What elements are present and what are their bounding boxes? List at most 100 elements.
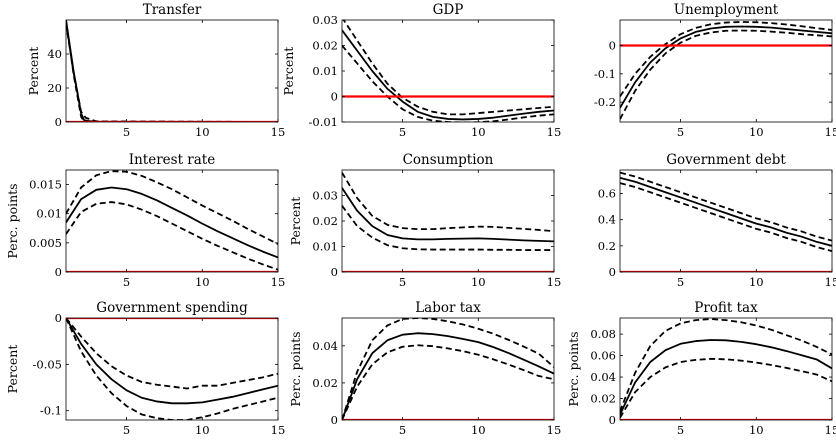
y-tick-label: 0.03	[312, 13, 338, 27]
subplot: 5 10 15 0 0.02 0.04 Labor tax Perc. points	[288, 300, 561, 437]
x-tick-label: 15	[271, 423, 286, 437]
subplot-title: GDP	[433, 2, 464, 18]
y-tick-label: 0.02	[312, 39, 338, 53]
plot-area	[620, 171, 832, 272]
y-tick-label: 40	[47, 47, 62, 61]
plot-area	[342, 318, 554, 420]
x-tick-label: 10	[195, 125, 210, 139]
axes-box	[65, 169, 279, 273]
y-tick-label: 0.02	[590, 392, 616, 406]
y-axis-label: Percent	[288, 197, 303, 246]
x-tick-label: 15	[825, 125, 836, 139]
x-tick-label: 5	[123, 423, 130, 437]
y-tick-label: 0	[609, 39, 616, 53]
x-tick-label: 5	[123, 125, 130, 139]
x-tick-label: 10	[195, 423, 210, 437]
confidence-band-line	[66, 23, 278, 122]
confidence-band-line	[66, 318, 278, 420]
confidence-band-line	[66, 170, 278, 245]
y-tick-label: 0	[55, 265, 62, 279]
y-tick-label: 0.01	[312, 64, 338, 78]
y-tick-label: 0.2	[598, 239, 616, 253]
y-tick-label: -0.05	[33, 357, 63, 371]
confidence-band-line	[620, 21, 832, 97]
subplot-title: Unemployment	[674, 2, 779, 18]
axes-box	[341, 19, 555, 123]
y-tick-label: 20	[47, 81, 62, 95]
subplot-title: Profit tax	[694, 300, 758, 316]
x-tick-label: 5	[677, 423, 684, 437]
plot-area	[342, 172, 554, 272]
y-tick-label: 0	[331, 90, 338, 104]
confidence-band-line	[620, 29, 832, 120]
axes-box	[341, 169, 555, 273]
confidence-band-line	[342, 172, 554, 233]
y-tick-label: 0.01	[36, 207, 62, 221]
confidence-band-line	[620, 318, 832, 412]
x-tick-label: 10	[471, 275, 486, 289]
axes-box	[341, 317, 555, 421]
confidence-band-line	[342, 44, 554, 122]
axes-box	[619, 169, 833, 273]
subplot-title: Government spending	[96, 300, 248, 316]
plot-area	[66, 318, 278, 420]
response-line	[66, 20, 278, 122]
confidence-band-line	[620, 171, 832, 242]
y-tick-label: 0	[609, 413, 616, 427]
x-tick-label: 10	[749, 275, 764, 289]
confidence-band-line	[66, 201, 278, 271]
plot-area	[620, 318, 832, 420]
y-tick-label: 0	[55, 311, 62, 325]
x-tick-label: 5	[399, 125, 406, 139]
x-tick-label: 15	[547, 125, 562, 139]
axes-box	[619, 317, 833, 421]
response-line	[620, 176, 832, 247]
y-tick-label: 0.03	[312, 189, 338, 203]
y-tick-label: 0.01	[312, 240, 338, 254]
subplot-title: Transfer	[143, 2, 202, 18]
confidence-band-line	[620, 357, 832, 419]
confidence-band-line	[342, 344, 554, 420]
plot-area	[620, 21, 832, 120]
x-tick-label: 5	[399, 423, 406, 437]
confidence-band-line	[342, 20, 554, 116]
x-tick-label: 15	[547, 423, 562, 437]
x-tick-label: 10	[749, 423, 764, 437]
y-axis-label: Percent	[5, 345, 20, 394]
y-tick-label: 0.04	[312, 339, 338, 353]
subplot-title: Labor tax	[415, 300, 481, 316]
y-tick-label: 0	[331, 265, 338, 279]
y-tick-label: 0	[55, 115, 62, 129]
y-tick-label: 0.015	[29, 178, 62, 192]
y-axis-label: Perc. points	[566, 331, 581, 406]
y-tick-label: 0.005	[29, 236, 62, 250]
response-line	[66, 318, 278, 405]
response-line	[342, 29, 554, 121]
y-tick-label: 0.02	[312, 214, 338, 228]
y-tick-label: -0.2	[594, 95, 616, 109]
y-tick-label: -0.1	[594, 67, 616, 81]
subplot: 5 10 15 0 0.02 0.04 0.06 0.08 Profit tax Perc. po…	[566, 300, 836, 437]
x-tick-label: 5	[677, 125, 684, 139]
subplot-title: Government debt	[666, 152, 786, 168]
x-tick-label: 15	[825, 423, 836, 437]
y-axis-label: Perc. points	[288, 331, 303, 406]
y-tick-label: 0	[331, 413, 338, 427]
y-tick-label: 0.06	[590, 349, 616, 363]
y-tick-label: 0.04	[590, 370, 616, 384]
confidence-band-line	[342, 318, 554, 420]
confidence-band-line	[66, 318, 278, 390]
y-tick-label: 0	[609, 265, 616, 279]
y-axis-label: Percent	[281, 47, 296, 96]
x-tick-label: 15	[547, 275, 562, 289]
x-tick-label: 5	[123, 275, 130, 289]
plot-area	[66, 170, 278, 272]
y-tick-label: -0.1	[40, 404, 62, 418]
subplot: 5 10 15 -0.2 -0.1 0 Unemployment	[594, 2, 836, 139]
subplot: 5 10 15 0 0.01 0.02 0.03 Consumption Percent	[288, 152, 561, 289]
x-tick-label: 5	[677, 275, 684, 289]
subplot: 5 10 15 0 20 40 Transfer Percent	[26, 2, 285, 139]
y-tick-label: -0.01	[309, 115, 339, 129]
response-line	[620, 339, 832, 416]
